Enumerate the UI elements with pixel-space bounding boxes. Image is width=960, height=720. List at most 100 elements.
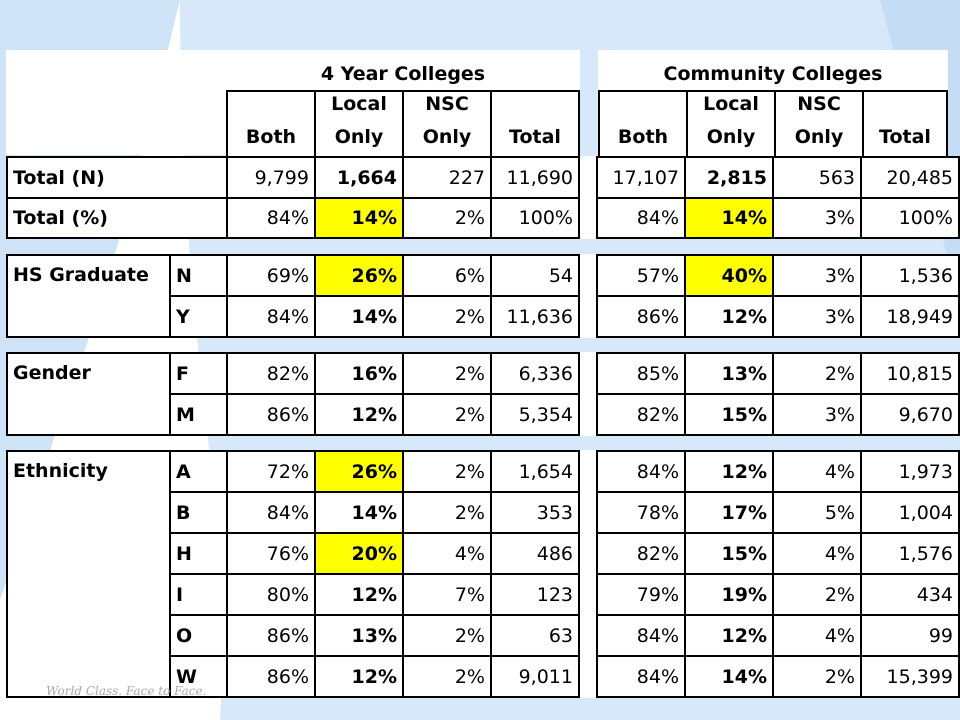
section-table: Ethnicity A 72% 26% 2% 1,654 84% 12% 4% 1,973 B 84%…	[6, 450, 960, 698]
cell-cc-nsc: 563	[772, 156, 862, 199]
cell-4yr-total: 5,354	[490, 393, 580, 436]
table-gap	[578, 615, 598, 656]
cell-4yr-local: 20%	[314, 532, 404, 575]
cell-4yr-nsc: 2%	[402, 295, 492, 338]
cell-cc-total: 10,815	[860, 352, 960, 395]
cell-cc-total: 1,004	[860, 491, 960, 534]
cell-4yr-nsc: 2%	[402, 655, 492, 698]
cell-4yr-nsc: 2%	[402, 352, 492, 395]
cell-cc-both: 17,107	[596, 156, 686, 199]
row-code: B	[169, 491, 228, 534]
table-gap	[578, 533, 598, 574]
cell-4yr-total: 486	[490, 532, 580, 575]
table-row: O 86% 13% 2% 63 84% 12% 4% 99	[7, 614, 960, 657]
row-code: F	[169, 352, 228, 395]
totals-table: Total (N) 9,799 1,664 227 11,690 17,107 …	[6, 156, 960, 239]
cell-cc-total: 434	[860, 573, 960, 616]
cell-4yr-total: 9,011	[490, 655, 580, 698]
cell-cc-nsc: 4%	[772, 450, 862, 493]
cell-cc-total: 9,670	[860, 393, 960, 436]
cell-4yr-total: 63	[490, 614, 580, 657]
cell-cc-both: 57%	[596, 254, 686, 297]
cell-4yr-both: 76%	[226, 532, 316, 575]
cell-4yr-total: 11,636	[490, 295, 580, 338]
cell-cc-both: 79%	[596, 573, 686, 616]
cell-4yr-nsc: 7%	[402, 573, 492, 616]
cell-4yr-both: 9,799	[226, 156, 316, 199]
table-gap	[578, 157, 598, 198]
group-header-community: Community Colleges	[663, 63, 883, 85]
section-label: Gender	[6, 352, 171, 436]
table-gap	[578, 656, 598, 697]
row-label: Total (N)	[6, 156, 228, 199]
col-header-local-only: Local Only	[314, 90, 404, 158]
cell-4yr-nsc: 227	[402, 156, 492, 199]
cell-4yr-both: 86%	[226, 655, 316, 698]
cell-cc-local: 17%	[684, 491, 774, 534]
col-header-nsc-only: NSC Only	[402, 90, 492, 158]
cell-cc-both: 84%	[596, 655, 686, 698]
group-header-4-year: 4 Year Colleges	[320, 63, 486, 85]
section-table: HS Graduate N 69% 26% 6% 54 57% 40% 3% 1,536 Y 84% 1…	[6, 254, 960, 338]
table-row: Total (N) 9,799 1,664 227 11,690 17,107 …	[6, 156, 960, 199]
table-row: Total (%) 84% 14% 2% 100% 84% 14% 3% 100…	[6, 197, 960, 239]
cell-cc-nsc: 3%	[772, 295, 862, 338]
row-code: A	[169, 450, 228, 493]
row-code: H	[169, 532, 228, 575]
cell-cc-total: 15,399	[860, 655, 960, 698]
cell-cc-total: 1,973	[860, 450, 960, 493]
table-gap	[578, 198, 598, 238]
row-label: Total (%)	[6, 197, 228, 239]
cell-cc-nsc: 2%	[772, 573, 862, 616]
cell-cc-nsc: 2%	[772, 655, 862, 698]
col-header-local-only: Local Only	[686, 90, 776, 158]
cell-4yr-local: 26%	[314, 450, 404, 493]
cell-cc-local: 14%	[684, 655, 774, 698]
cell-4yr-nsc: 2%	[402, 393, 492, 436]
cell-4yr-both: 80%	[226, 573, 316, 616]
cell-4yr-total: 54	[490, 254, 580, 297]
cell-4yr-both: 69%	[226, 254, 316, 297]
cell-cc-local: 2,815	[684, 156, 774, 199]
cell-cc-nsc: 2%	[772, 352, 862, 395]
cell-cc-both: 84%	[596, 450, 686, 493]
cell-cc-both: 85%	[596, 352, 686, 395]
cell-cc-total: 18,949	[860, 295, 960, 338]
cell-cc-local: 40%	[684, 254, 774, 297]
cell-cc-total: 20,485	[860, 156, 960, 199]
cell-4yr-both: 84%	[226, 197, 316, 239]
footer-tagline: World Class. Face to Face.	[46, 684, 207, 698]
col-header-both: Both	[226, 90, 316, 158]
cell-cc-nsc: 4%	[772, 614, 862, 657]
cell-4yr-nsc: 2%	[402, 614, 492, 657]
row-code: M	[169, 393, 228, 436]
cell-4yr-both: 86%	[226, 393, 316, 436]
table-row: Gender F 82% 16% 2% 6,336 85% 13% 2% 10,815	[6, 352, 960, 436]
cell-4yr-total: 1,654	[490, 450, 580, 493]
cell-4yr-nsc: 6%	[402, 254, 492, 297]
col-header-both: Both	[598, 90, 688, 158]
row-code: W	[169, 655, 228, 698]
cell-4yr-total: 100%	[490, 197, 580, 239]
section-table: Gender F 82% 16% 2% 6,336 85% 13% 2% 10,815 M 86% 12…	[6, 352, 960, 436]
cell-4yr-local: 12%	[314, 573, 404, 616]
table-row: I 80% 12% 7% 123 79% 19% 2% 434	[7, 573, 960, 616]
cell-4yr-total: 11,690	[490, 156, 580, 199]
cell-4yr-local: 1,664	[314, 156, 404, 199]
table-gap	[578, 492, 598, 533]
cell-4yr-nsc: 2%	[402, 491, 492, 534]
section-label: Ethnicity	[6, 450, 171, 698]
col-header-nsc-only: NSC Only	[774, 90, 864, 158]
cell-cc-local: 14%	[684, 197, 774, 239]
cell-4yr-total: 353	[490, 491, 580, 534]
cell-4yr-both: 72%	[226, 450, 316, 493]
cell-cc-both: 84%	[596, 614, 686, 657]
cell-4yr-local: 13%	[314, 614, 404, 657]
cell-cc-local: 15%	[684, 393, 774, 436]
table-row: B 84% 14% 2% 353 78% 17% 5% 1,004	[7, 491, 960, 534]
cell-cc-local: 12%	[684, 295, 774, 338]
cell-cc-both: 84%	[596, 197, 686, 239]
cell-4yr-both: 86%	[226, 614, 316, 657]
row-code: Y	[169, 295, 228, 338]
cell-cc-nsc: 5%	[772, 491, 862, 534]
